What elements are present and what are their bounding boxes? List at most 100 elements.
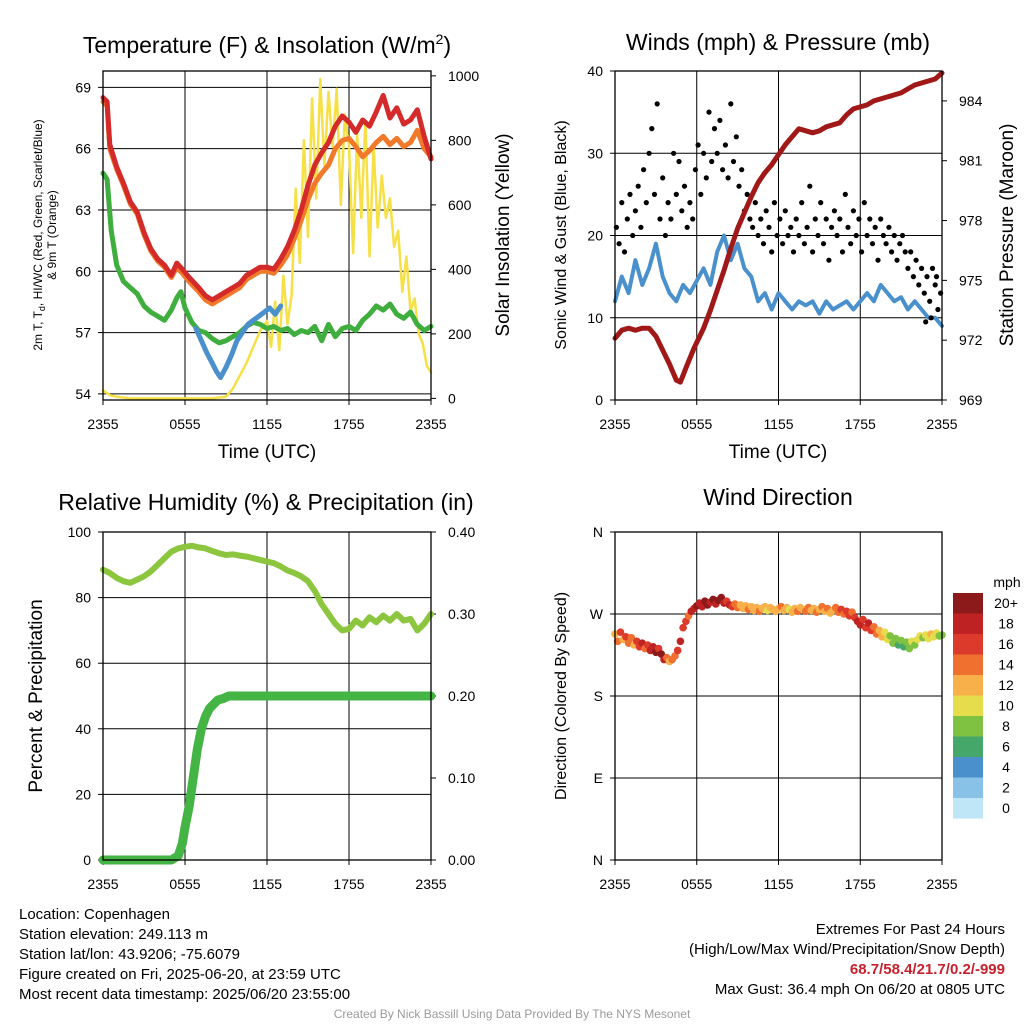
gust-point bbox=[660, 175, 666, 181]
gust-point bbox=[788, 224, 794, 230]
gust-point bbox=[924, 274, 930, 280]
temperature-ylabel-left-2: & 9m T (Orange) bbox=[45, 190, 59, 280]
gust-point bbox=[714, 150, 720, 156]
gust-point bbox=[695, 142, 701, 148]
y-left-tick-label: 54 bbox=[75, 386, 91, 402]
gust-point bbox=[848, 241, 854, 247]
gust-point bbox=[739, 167, 745, 173]
gust-point bbox=[728, 101, 734, 107]
credit-text: Created By Nick Bassill Using Data Provi… bbox=[333, 1007, 691, 1021]
gust-point bbox=[891, 232, 897, 239]
y-left-tick-label: N bbox=[593, 852, 603, 868]
gust-point bbox=[690, 216, 696, 222]
gust-point bbox=[782, 208, 788, 214]
x-tick-label: 0555 bbox=[681, 876, 712, 892]
gust-point bbox=[755, 232, 761, 239]
gust-point bbox=[684, 224, 690, 230]
x-tick-label: 1755 bbox=[333, 876, 364, 892]
gust-point bbox=[839, 249, 846, 255]
gust-point bbox=[878, 216, 884, 222]
y-right-tick-label: 0.00 bbox=[448, 852, 475, 868]
gust-point bbox=[752, 200, 758, 206]
gust-point bbox=[703, 175, 709, 181]
y-left-tick-label: 10 bbox=[587, 310, 603, 326]
gust-point bbox=[913, 257, 919, 263]
colorbar-swatch bbox=[953, 736, 983, 757]
gust-point bbox=[630, 232, 636, 239]
series-line-t2m bbox=[100, 93, 434, 303]
colorbar-swatch bbox=[953, 654, 983, 675]
x-tick-label: 0555 bbox=[681, 416, 712, 432]
winds-ylabel-right: Station Pressure (Maroon) bbox=[997, 124, 1018, 347]
direction-ylabel-left: Direction (Colored By Speed) bbox=[553, 592, 570, 800]
y-right-tick-label: 972 bbox=[959, 332, 983, 348]
series-line-insolation bbox=[101, 77, 433, 400]
gust-point bbox=[730, 158, 737, 165]
y-left-tick-label: N bbox=[593, 524, 603, 540]
gust-point bbox=[799, 200, 805, 206]
gust-point bbox=[632, 208, 639, 214]
gust-point bbox=[875, 257, 881, 263]
gust-point bbox=[701, 150, 707, 156]
x-tick-label: 1155 bbox=[252, 416, 282, 432]
series-line-rh bbox=[100, 542, 434, 634]
colorbar-label: 0 bbox=[1002, 800, 1010, 816]
elevation-text: Station elevation: 249.113 m bbox=[19, 926, 209, 943]
y-right-tick-label: 600 bbox=[448, 197, 472, 213]
series-line-wind bbox=[613, 233, 944, 328]
colorbar-label: 16 bbox=[998, 636, 1014, 652]
x-tick-label: 2355 bbox=[87, 416, 118, 432]
gust-point bbox=[760, 241, 767, 247]
temperature-xlabel: Time (UTC) bbox=[218, 442, 317, 463]
recent-data-text: Most recent data timestamp: 2025/06/20 2… bbox=[19, 986, 351, 1003]
x-tick-label: 1755 bbox=[845, 416, 876, 432]
gust-point bbox=[923, 319, 929, 325]
gust-point bbox=[747, 216, 753, 222]
x-tick-label: 2355 bbox=[599, 876, 630, 892]
gust-point bbox=[665, 200, 671, 206]
gust-point bbox=[711, 126, 718, 132]
y-right-tick-label: 0.30 bbox=[448, 606, 475, 622]
x-tick-label: 0555 bbox=[169, 416, 200, 432]
y-left-tick-label: 80 bbox=[75, 590, 91, 606]
gust-point bbox=[804, 224, 810, 230]
gust-point bbox=[872, 224, 878, 230]
gust-point bbox=[621, 249, 628, 255]
gust-point bbox=[861, 200, 867, 206]
y-right-tick-label: 0.40 bbox=[448, 524, 475, 540]
colorbar-swatch bbox=[953, 798, 983, 819]
gust-point bbox=[790, 249, 797, 255]
gust-point bbox=[853, 232, 859, 239]
gust-point bbox=[880, 232, 887, 239]
gust-point bbox=[927, 298, 933, 304]
direction-point bbox=[616, 628, 625, 636]
y-left-tick-label: 20 bbox=[75, 786, 91, 802]
gust-point bbox=[902, 249, 908, 255]
temperature-panel: Temperature (F) & Insolation (W/m2) 2m T… bbox=[31, 31, 514, 463]
x-tick-label: 2355 bbox=[926, 876, 957, 892]
colorbar-label: 10 bbox=[998, 698, 1014, 714]
gust-point bbox=[831, 208, 838, 214]
y-left-tick-label: 60 bbox=[75, 263, 91, 279]
colorbar-swatch bbox=[953, 593, 983, 614]
gust-point bbox=[722, 142, 729, 148]
direction-point bbox=[870, 623, 878, 631]
direction-point bbox=[676, 637, 685, 646]
y-right-tick-label: 200 bbox=[448, 326, 472, 342]
gust-point bbox=[932, 282, 938, 288]
gust-point bbox=[812, 216, 818, 222]
gust-point bbox=[928, 315, 934, 321]
direction-point bbox=[859, 615, 867, 624]
y-left-tick-label: 40 bbox=[75, 721, 91, 737]
gust-point bbox=[692, 167, 699, 173]
station-info: Location: Copenhagen Station elevation: … bbox=[19, 905, 350, 1005]
colorbar-label: 2 bbox=[1002, 780, 1010, 796]
plot-border bbox=[614, 70, 943, 401]
colorbar-label: 8 bbox=[1002, 718, 1010, 734]
gust-point bbox=[638, 224, 644, 230]
gust-point bbox=[856, 216, 862, 222]
gust-point bbox=[935, 306, 941, 313]
gust-point bbox=[624, 216, 630, 222]
colorbar-label: 12 bbox=[998, 677, 1014, 693]
direction-point bbox=[881, 628, 889, 636]
